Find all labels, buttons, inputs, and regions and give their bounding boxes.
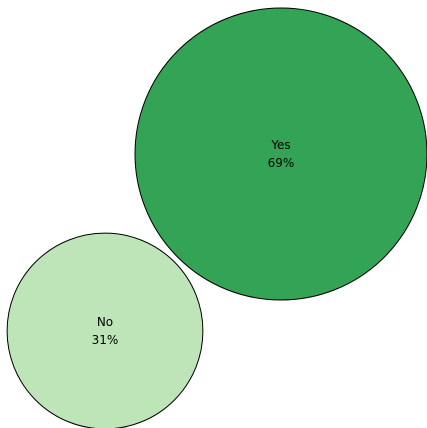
- bubble-value-no: 31%: [92, 333, 119, 347]
- bubble-no: [6, 232, 204, 428]
- bubbles-group: Yes 69% No 31%: [6, 7, 427, 428]
- bubble-value-yes: 69%: [268, 156, 295, 170]
- bubble-yes: [134, 7, 427, 301]
- bubble-label-yes: Yes: [270, 138, 290, 152]
- bubble-label-no: No: [97, 315, 113, 329]
